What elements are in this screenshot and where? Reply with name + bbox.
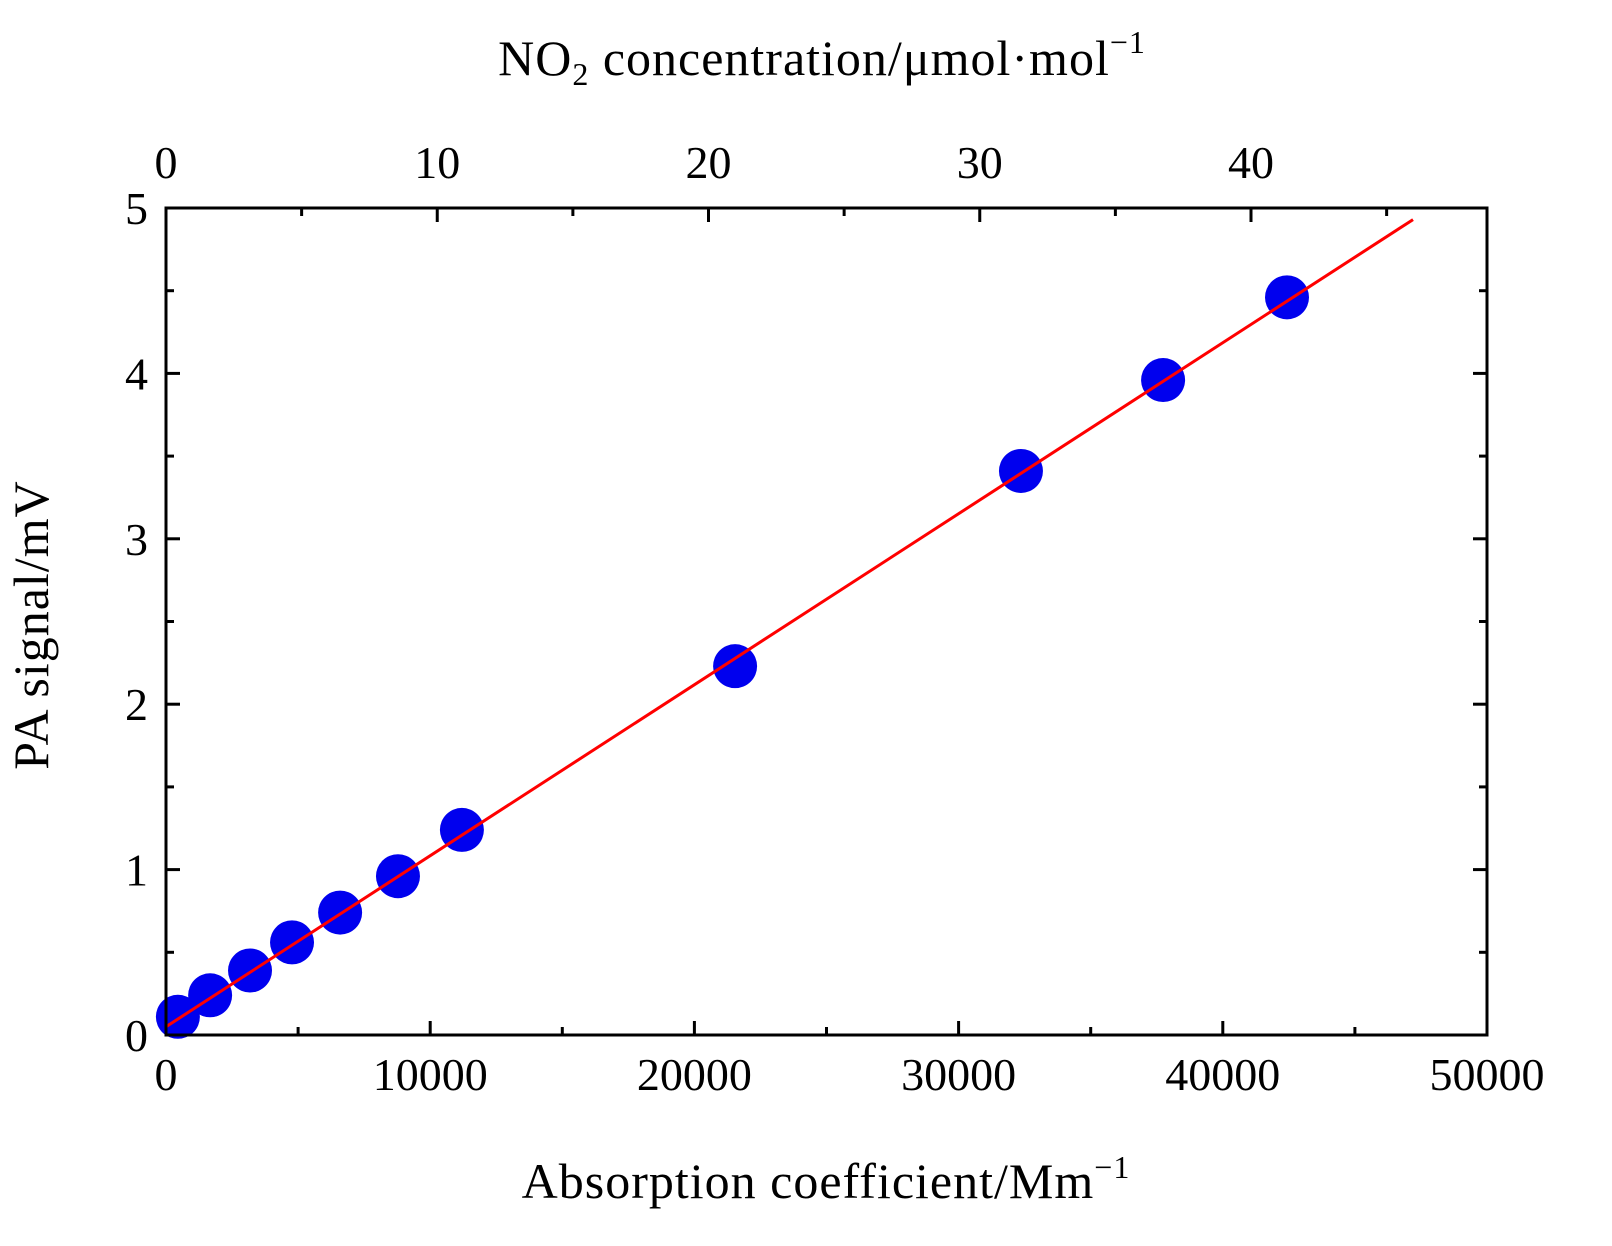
top-axis-label-prefix: NO xyxy=(498,30,572,86)
x-tick-label: 20000 xyxy=(637,1049,752,1100)
plot-frame xyxy=(164,206,1489,1037)
top-axis-label-sup: −1 xyxy=(1110,24,1146,60)
x-axis-label: Absorption coefficient/Mm−1 xyxy=(522,1149,1131,1209)
top-x-tick-label: 20 xyxy=(686,137,732,188)
top-x-tick-label: 30 xyxy=(957,137,1003,188)
marks xyxy=(155,218,1414,1039)
x-tick-label: 50000 xyxy=(1430,1049,1545,1100)
y-tick-label: 5 xyxy=(125,183,148,234)
x-axis-label-text: Absorption coefficient/Mm xyxy=(522,1153,1095,1209)
data-point xyxy=(270,920,315,965)
y-tick-label: 2 xyxy=(125,679,148,730)
x-tick-label: 30000 xyxy=(901,1049,1016,1100)
top-axis-label-suffix: concentration/μmol·mol xyxy=(589,30,1110,86)
data-point xyxy=(713,644,758,689)
y-tick-label: 3 xyxy=(125,514,148,565)
data-point xyxy=(188,973,233,1018)
y-tick-label: 4 xyxy=(125,348,148,399)
x-tick-label: 10000 xyxy=(373,1049,488,1100)
data-point xyxy=(998,448,1043,493)
top-axis-label: NO2 concentration/μmol·mol−1 xyxy=(498,24,1146,92)
fit-line xyxy=(165,218,1414,1028)
x-axis-label-sup: −1 xyxy=(1094,1149,1130,1185)
data-point xyxy=(228,948,273,993)
y-tick-label: 0 xyxy=(125,1010,148,1061)
top-x-tick-label: 10 xyxy=(414,137,460,188)
ticks: 0 10000 20000 30000 40000 50000 0 10 20 30 40 0 1 2 3 4… xyxy=(125,137,1545,1100)
top-x-tick-label: 0 xyxy=(155,137,178,188)
top-axis-label-sub: 2 xyxy=(572,56,589,92)
y-tick-label: 1 xyxy=(125,845,148,896)
x-tick-label: 0 xyxy=(155,1049,178,1100)
y-axis-label: PA signal/mV xyxy=(3,480,59,769)
x-tick-label: 40000 xyxy=(1165,1049,1280,1100)
top-x-tick-label: 40 xyxy=(1228,137,1274,188)
